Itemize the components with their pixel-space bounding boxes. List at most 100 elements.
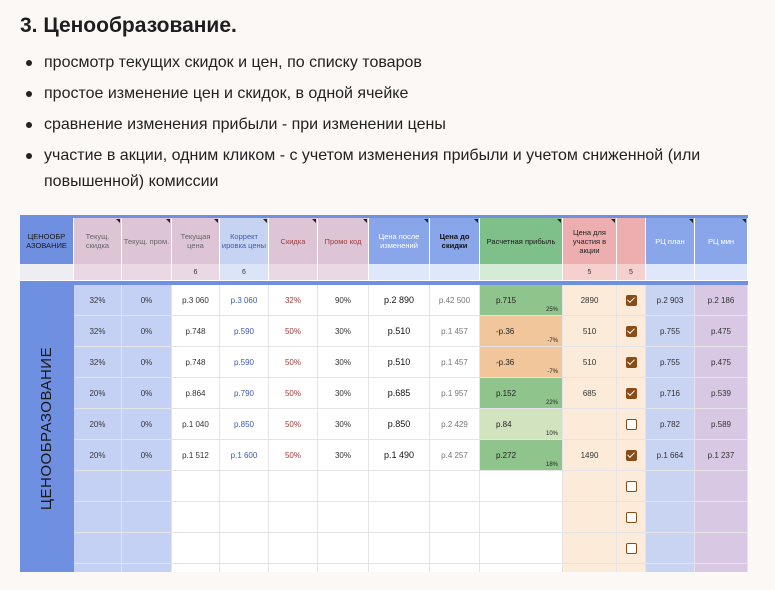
table-cell-rc_plan: р.755	[646, 316, 695, 347]
cell-value: 50%	[284, 419, 301, 429]
table-cell-skidka: 32%	[269, 285, 318, 316]
column-header	[617, 218, 646, 264]
table-cell-profit: р.272 18%	[480, 440, 563, 471]
promo-checkbox[interactable]	[625, 387, 637, 399]
table-cell-rc_min	[695, 502, 748, 533]
table-cell-rc_plan: р.1 664	[646, 440, 695, 471]
promo-checkbox[interactable]	[625, 511, 637, 523]
promo-participation-cell[interactable]	[617, 471, 646, 502]
table-cell-price: р.1 512	[172, 440, 220, 471]
table-cell-code: 30%	[318, 378, 369, 409]
promo-checkbox[interactable]	[625, 294, 637, 306]
promo-checkbox[interactable]	[625, 449, 637, 461]
promo-participation-cell[interactable]	[617, 502, 646, 533]
table-cell-skidka: 50%	[269, 440, 318, 471]
table-cell-profit: -р.36 -7%	[480, 347, 563, 378]
table-cell-akcia	[563, 471, 617, 502]
table-cell-before	[430, 564, 480, 572]
subheader-cell	[369, 264, 430, 281]
table-cell-promo	[122, 564, 172, 572]
promo-participation-cell[interactable]	[617, 564, 646, 572]
filter-triangle-icon[interactable]	[116, 219, 120, 223]
filter-triangle-icon[interactable]	[263, 219, 267, 223]
table-cell-profit	[480, 533, 563, 564]
cell-value: р.1 040	[182, 419, 209, 429]
promo-checkbox[interactable]	[625, 480, 637, 492]
table-cell-promo	[122, 471, 172, 502]
cell-value: 50%	[284, 357, 301, 367]
table-cell-before	[430, 502, 480, 533]
filter-triangle-icon[interactable]	[474, 219, 478, 223]
filter-triangle-icon[interactable]	[363, 219, 367, 223]
table-cell-code: 90%	[318, 285, 369, 316]
promo-checkbox[interactable]	[625, 325, 637, 337]
feature-item: сравнение изменения прибыли - при измене…	[22, 112, 742, 138]
table-cell-promo: 0%	[122, 440, 172, 471]
filter-triangle-icon[interactable]	[611, 219, 615, 223]
cell-value: 0%	[140, 295, 153, 305]
promo-participation-cell[interactable]	[617, 533, 646, 564]
subheader-cell	[269, 264, 318, 281]
cell-value: р.850	[233, 419, 255, 429]
column-header: ЦЕНООБР АЗОВАНИЕ	[20, 218, 74, 264]
promo-participation-cell[interactable]	[617, 378, 646, 409]
promo-checkbox[interactable]	[625, 542, 637, 554]
table-cell-disc: 32%	[74, 285, 122, 316]
cell-value: -р.36	[496, 326, 515, 336]
table-cell-skidka: 50%	[269, 316, 318, 347]
cell-value: р.782	[659, 419, 681, 429]
table-cell-skidka: 50%	[269, 347, 318, 378]
subheader-cell: 5	[617, 264, 646, 281]
cell-value: р.715	[496, 295, 517, 305]
table-cell-corr: р.1 600	[220, 440, 269, 471]
subheader-cell: 5	[563, 264, 617, 281]
subheader-cell	[74, 264, 122, 281]
row-group-label-text: ЦЕНООБРАЗОВАНИЕ	[38, 346, 56, 511]
feature-item: участие в акции, одним кликом - с учетом…	[22, 143, 742, 195]
table-cell-promo: 0%	[122, 285, 172, 316]
filter-triangle-icon[interactable]	[214, 219, 218, 223]
cell-value: 50%	[284, 450, 301, 460]
row-group-label: ЦЕНООБРАЗОВАНИЕ	[20, 285, 74, 572]
filter-triangle-icon[interactable]	[689, 219, 693, 223]
table-cell-akcia	[563, 533, 617, 564]
filter-triangle-icon[interactable]	[742, 219, 746, 223]
feature-item: простое изменение цен и скидок, в одной …	[22, 81, 742, 107]
cell-value: р.2 890	[383, 295, 415, 305]
column-header: Коррект ировка цены	[220, 218, 269, 264]
table-cell-corr	[220, 564, 269, 572]
column-header: Расчетная прибыль	[480, 218, 563, 264]
promo-participation-cell[interactable]	[617, 409, 646, 440]
cell-value: р.755	[659, 326, 681, 336]
table-cell-rc_plan	[646, 502, 695, 533]
table-cell-disc: 20%	[74, 378, 122, 409]
subheader-cell: 6	[172, 264, 220, 281]
table-cell-disc: 32%	[74, 347, 122, 378]
promo-participation-cell[interactable]	[617, 440, 646, 471]
filter-triangle-icon[interactable]	[424, 219, 428, 223]
table-cell-profit	[480, 564, 563, 572]
table-cell-before: р.1 457	[430, 347, 480, 378]
table-cell-rc_min	[695, 533, 748, 564]
table-cell-rc_plan: р.782	[646, 409, 695, 440]
filter-triangle-icon[interactable]	[557, 219, 561, 223]
promo-participation-cell[interactable]	[617, 285, 646, 316]
table-cell-rc_plan	[646, 533, 695, 564]
filter-triangle-icon[interactable]	[312, 219, 316, 223]
promo-participation-cell[interactable]	[617, 316, 646, 347]
column-header: Цена для участия в акции	[563, 218, 617, 264]
table-cell-price: р.864	[172, 378, 220, 409]
cell-value: 2890	[580, 295, 599, 305]
table-cell-before: р.1 957	[430, 378, 480, 409]
promo-checkbox[interactable]	[625, 418, 637, 430]
column-header-label: Коррект ировка цены	[221, 232, 267, 250]
promo-checkbox[interactable]	[625, 356, 637, 368]
subheader-cell	[695, 264, 748, 281]
filter-triangle-icon[interactable]	[166, 219, 170, 223]
table-cell-rc_min	[695, 564, 748, 572]
column-header-label: Цена для участия в акции	[572, 227, 607, 255]
table-cell-price	[172, 471, 220, 502]
table-cell-corr	[220, 502, 269, 533]
cell-value: р.1 512	[182, 450, 209, 460]
promo-participation-cell[interactable]	[617, 347, 646, 378]
